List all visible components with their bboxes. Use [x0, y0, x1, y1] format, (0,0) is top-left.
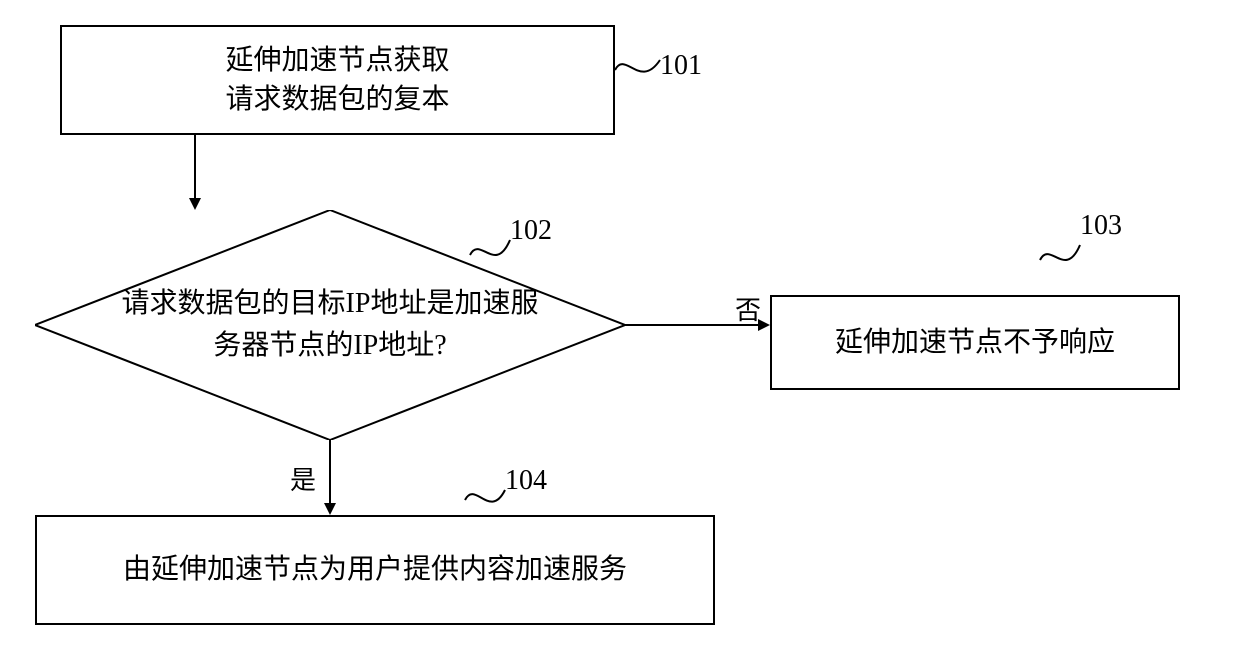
node-101: 延伸加速节点获取 请求数据包的复本: [60, 25, 615, 135]
flowchart-canvas: 延伸加速节点获取 请求数据包的复本 101 请求数据包的目标IP地址是加速服 务…: [0, 0, 1240, 672]
node-101-text-line2: 请求数据包的复本: [225, 84, 449, 115]
node-103-ref-label: 103: [1080, 210, 1122, 242]
node-103-text: 延伸加速节点不予响应: [835, 323, 1115, 362]
node-104-text: 由延伸加速节点为用户提供内容加速服务: [123, 550, 627, 589]
node-102-text-line1: 请求数据包的目标IP地址是加速服: [122, 288, 539, 319]
edge-102-104-label: 是: [290, 460, 316, 497]
node-103: 延伸加速节点不予响应: [770, 295, 1180, 390]
node-104: 由延伸加速节点为用户提供内容加速服务: [35, 515, 715, 625]
node-104-ref-label: 104: [505, 465, 547, 497]
edge-102-103-label: 否: [735, 290, 761, 327]
node-101-text-line1: 延伸加速节点获取: [225, 45, 449, 76]
node-102-text-line2: 务器节点的IP地址?: [213, 330, 446, 361]
node-101-ref-label: 101: [660, 50, 702, 82]
node-102-ref-label: 102: [510, 215, 552, 247]
